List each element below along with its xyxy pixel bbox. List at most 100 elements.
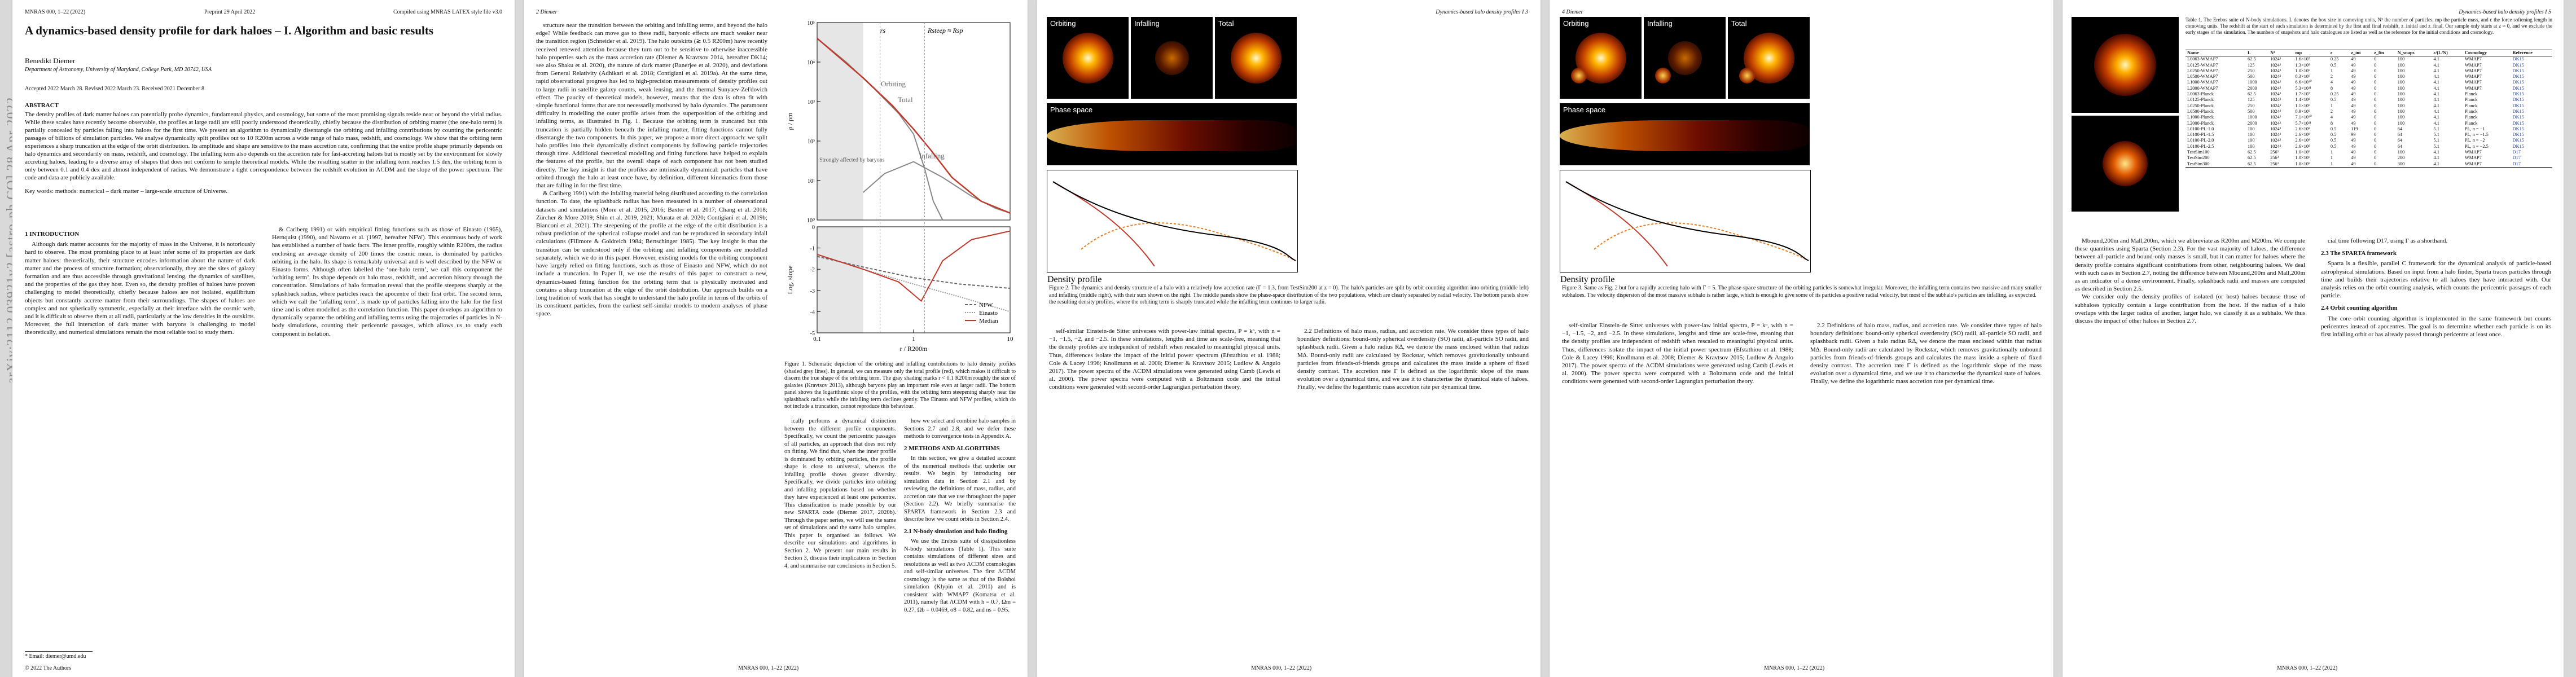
table-cell: 0 — [2374, 108, 2377, 114]
body-text: ically performs a dynamical distinction … — [784, 418, 896, 569]
y-tick-label: 10² — [808, 139, 815, 145]
table-cell: DK15 — [2512, 126, 2524, 131]
footnote-email: * Email: diemer@umd.edu — [25, 653, 86, 660]
table-cell: 8 — [2330, 85, 2333, 91]
table-1: Name L N³ mp ε z_ini z_fin N_snaps ε/(L/N) Cosmol… — [2186, 50, 2552, 168]
table-cell: 0 — [2374, 120, 2377, 126]
table-cell: 49 — [2351, 62, 2356, 68]
table-cell: 1.3×10⁸ — [2295, 62, 2310, 68]
table-cell: Planck — [2464, 108, 2478, 114]
y-tick-label: 10⁰ — [807, 218, 815, 224]
x-axis-label: r / R200m — [900, 345, 928, 353]
table-cell: 4.1 — [2433, 115, 2439, 120]
table-cell: 2.6×10⁸ — [2295, 126, 2310, 131]
table-cell: 100 — [2397, 115, 2405, 120]
table-cell: 1024³ — [2270, 143, 2281, 149]
table-cell: WMAP7 — [2464, 155, 2482, 161]
keywords: Key words: methods: numerical – dark mat… — [25, 188, 228, 195]
table-cell: L0500-WMAP7 — [2187, 74, 2218, 80]
body-text: 2.2 Definitions of halo mass, radius, an… — [1810, 322, 2042, 385]
table-cell: L0063-WMAP7 — [2187, 56, 2218, 62]
x-tick-label: 0.1 — [813, 336, 821, 342]
table-cell: 49 — [2351, 120, 2356, 126]
table-row: L0125-Planck 125 1024³ 1.4×10⁸ 0.5 49 0 100 4.1 P… — [2186, 97, 2552, 103]
table-cell: 62.5 — [2248, 91, 2256, 97]
phase-space-panel: Phase space — [1560, 103, 1810, 165]
running-head-left: 4 Diemer — [1562, 9, 1583, 15]
table-cell: DK15 — [2512, 97, 2524, 103]
table-cell: WMAP7 — [2464, 62, 2482, 68]
orbit-map-image — [2072, 116, 2179, 212]
table-cell: 0.5 — [2330, 97, 2337, 103]
phase-space-density — [1047, 120, 1297, 151]
table-cell: 8 — [2330, 120, 2333, 126]
table-cell: L0100-PL-1.0 — [2187, 126, 2214, 131]
halo-map-panel: Infalling — [1644, 17, 1726, 99]
density-profile-plot — [1052, 181, 1296, 267]
table-cell: 1024³ — [2270, 126, 2281, 131]
table-cell: 100 — [2397, 103, 2405, 108]
table-cell: 49 — [2351, 68, 2356, 73]
table-header-cell: ε — [2330, 50, 2333, 55]
table-cell: 100 — [2397, 108, 2405, 114]
table-cell: 300 — [2397, 161, 2405, 166]
table-cell: 0.5 — [2330, 132, 2337, 138]
infalling-profile — [1594, 222, 1809, 261]
table-cell: 1 — [2330, 68, 2333, 73]
table-cell: 1000 — [2248, 80, 2257, 85]
table-cell: 4.1 — [2433, 85, 2439, 91]
table-header-cell: N³ — [2270, 50, 2275, 55]
column-2: cial time following D17, using Γ as a sh… — [2321, 237, 2551, 654]
table-cell: L0250-Planck — [2187, 103, 2214, 108]
paper-title: A dynamics-based density profile for dar… — [25, 24, 433, 37]
table-cell: L0100-PL-1.5 — [2187, 132, 2214, 138]
table-cell: 1024³ — [2270, 115, 2281, 120]
table-cell: 2.6×10⁸ — [2295, 138, 2310, 143]
table-cell: 64 — [2397, 138, 2403, 143]
table-cell: WMAP7 — [2464, 85, 2482, 91]
y-tick-label: -5 — [810, 331, 815, 337]
halo-map-panel: Orbiting — [1047, 17, 1129, 99]
table-cell: 4.1 — [2433, 62, 2439, 68]
table-cell: 0.25 — [2330, 56, 2339, 62]
table-cell: 0 — [2374, 138, 2377, 143]
series-label: Orbiting — [881, 80, 906, 88]
table-cell: 1.7×10⁷ — [2295, 91, 2310, 97]
column-2: & Carlberg 1991) or with empirical fitti… — [272, 226, 502, 649]
section-2-heading: 2 METHODS AND ALGORITHMS — [904, 445, 1000, 452]
subhalo-glow — [1739, 68, 1755, 83]
table-cell: 0 — [2374, 97, 2377, 103]
series-label: Infalling — [919, 152, 945, 160]
table-cell: WMAP7 — [2464, 150, 2482, 155]
table-cell: TestSim200 — [2187, 155, 2210, 161]
table-row: L0250-Planck 250 1024³ 1.1×10⁹ 1 49 0 100 4.1 Pla… — [2186, 103, 2552, 109]
table-cell: 1024³ — [2270, 138, 2281, 143]
preprint-date: Preprint 29 April 2022 — [204, 9, 256, 15]
panel-label: Phase space — [1050, 105, 1093, 114]
halo-map-panel: Total — [1215, 17, 1297, 99]
y-axis-label: ρ / ρm — [786, 112, 794, 130]
y-tick-label: 10⁴ — [808, 60, 815, 66]
intro-text-1: Although dark matter accounts for the ma… — [25, 241, 255, 336]
affiliation: Department of Astronomy, University of M… — [25, 67, 212, 73]
table-cell: 2.6×10⁸ — [2295, 132, 2310, 138]
table-cell: 0 — [2374, 74, 2377, 80]
annotation-rs: rs — [880, 27, 886, 34]
table-cell: 1024³ — [2270, 80, 2281, 85]
body-text: & Carlberg 1991) with the infalling mate… — [536, 190, 767, 318]
table-1-caption: Table 1. The Erebos suite of N-body simu… — [2186, 17, 2552, 35]
table-cell: 1.0×10⁹ — [2295, 155, 2310, 161]
table-cell: 62.5 — [2248, 155, 2256, 161]
table-row: L1000-WMAP7 1000 1024³ 6.6×10¹⁰ 4 49 0 100 4.1 WM… — [2186, 80, 2552, 85]
panel-label: Total — [1731, 19, 1747, 28]
table-cell: 1.6×10⁷ — [2295, 56, 2310, 62]
body-text: Sparta is a flexible, parallel C framewo… — [2321, 260, 2551, 300]
baryon-shade — [817, 23, 863, 220]
table-row: TestSim200 62.5 256³ 1.0×10⁹ 1 49 0 200 4.1 WMAP7… — [2186, 155, 2552, 161]
density-profile-panel: Density profile — [1047, 170, 1298, 284]
table-cell: 49 — [2351, 108, 2356, 114]
table-cell: DK15 — [2512, 62, 2524, 68]
page-5: Dynamics-based halo density profiles I 5… — [2062, 0, 2564, 677]
table-cell: Planck — [2464, 91, 2478, 97]
body-text: cial time following D17, using Γ as a sh… — [2328, 238, 2448, 244]
